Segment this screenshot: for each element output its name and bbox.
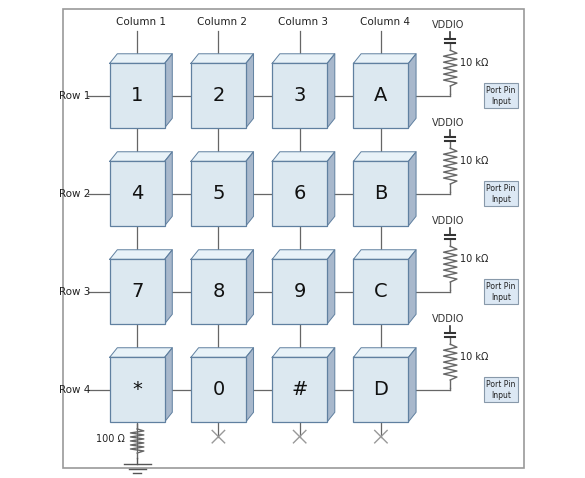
Text: 10 kΩ: 10 kΩ (460, 352, 488, 362)
FancyBboxPatch shape (191, 64, 246, 128)
Polygon shape (272, 54, 335, 64)
FancyBboxPatch shape (484, 279, 518, 304)
Polygon shape (109, 54, 173, 64)
Text: Column 2: Column 2 (197, 17, 247, 26)
Polygon shape (408, 348, 416, 422)
Text: C: C (374, 282, 388, 301)
FancyBboxPatch shape (272, 162, 327, 226)
Polygon shape (164, 250, 173, 324)
Polygon shape (327, 348, 335, 422)
Text: D: D (373, 380, 388, 399)
FancyBboxPatch shape (272, 259, 327, 324)
FancyBboxPatch shape (484, 83, 518, 108)
Text: 8: 8 (212, 282, 225, 301)
Text: Port Pin
Input: Port Pin Input (486, 380, 515, 400)
Polygon shape (353, 250, 416, 259)
Text: 6: 6 (294, 184, 306, 203)
Text: Row 1: Row 1 (59, 91, 91, 100)
Text: Row 4: Row 4 (59, 385, 91, 394)
Text: 3: 3 (294, 86, 306, 105)
Polygon shape (246, 250, 253, 324)
Text: 100 Ω: 100 Ω (97, 434, 125, 444)
Text: Column 3: Column 3 (278, 17, 329, 26)
Polygon shape (327, 54, 335, 128)
Polygon shape (191, 250, 253, 259)
FancyBboxPatch shape (191, 259, 246, 324)
Polygon shape (408, 250, 416, 324)
Text: Column 4: Column 4 (360, 17, 409, 26)
FancyBboxPatch shape (353, 259, 408, 324)
Polygon shape (191, 54, 253, 64)
FancyBboxPatch shape (484, 377, 518, 402)
Text: 1: 1 (131, 86, 143, 105)
Text: Port Pin
Input: Port Pin Input (486, 184, 515, 204)
Polygon shape (246, 348, 253, 422)
Text: VDDIO: VDDIO (432, 314, 464, 324)
Text: *: * (132, 380, 142, 399)
Text: B: B (374, 184, 388, 203)
Polygon shape (408, 54, 416, 128)
FancyBboxPatch shape (272, 358, 327, 422)
Polygon shape (164, 54, 173, 128)
Polygon shape (246, 152, 253, 226)
Text: A: A (374, 86, 388, 105)
Text: 5: 5 (212, 184, 225, 203)
Polygon shape (272, 152, 335, 162)
Text: 10 kΩ: 10 kΩ (460, 254, 488, 264)
Polygon shape (109, 250, 173, 259)
Polygon shape (327, 250, 335, 324)
Text: Port Pin
Input: Port Pin Input (486, 86, 515, 106)
Text: #: # (291, 380, 308, 399)
Polygon shape (246, 54, 253, 128)
Polygon shape (191, 152, 253, 162)
FancyBboxPatch shape (353, 162, 408, 226)
Text: 0: 0 (212, 380, 225, 399)
Polygon shape (164, 348, 173, 422)
Polygon shape (109, 348, 173, 358)
Text: 4: 4 (131, 184, 143, 203)
Text: 9: 9 (294, 282, 306, 301)
FancyBboxPatch shape (353, 64, 408, 128)
FancyBboxPatch shape (109, 64, 164, 128)
FancyBboxPatch shape (191, 162, 246, 226)
FancyBboxPatch shape (109, 358, 164, 422)
Text: VDDIO: VDDIO (432, 216, 464, 226)
FancyBboxPatch shape (191, 358, 246, 422)
Text: Row 3: Row 3 (59, 287, 91, 296)
Text: Row 2: Row 2 (59, 189, 91, 198)
Text: 10 kΩ: 10 kΩ (460, 156, 488, 166)
Polygon shape (327, 152, 335, 226)
Polygon shape (353, 348, 416, 358)
Polygon shape (272, 250, 335, 259)
FancyBboxPatch shape (353, 358, 408, 422)
Polygon shape (353, 54, 416, 64)
Polygon shape (191, 348, 253, 358)
Text: 2: 2 (212, 86, 225, 105)
Text: Port Pin
Input: Port Pin Input (486, 282, 515, 302)
Text: 10 kΩ: 10 kΩ (460, 58, 488, 68)
Polygon shape (408, 152, 416, 226)
Text: VDDIO: VDDIO (432, 118, 464, 128)
Polygon shape (272, 348, 335, 358)
Text: 7: 7 (131, 282, 143, 301)
Text: Column 1: Column 1 (116, 17, 166, 26)
FancyBboxPatch shape (109, 259, 164, 324)
FancyBboxPatch shape (484, 181, 518, 206)
FancyBboxPatch shape (109, 162, 164, 226)
Text: VDDIO: VDDIO (432, 20, 464, 30)
FancyBboxPatch shape (272, 64, 327, 128)
Polygon shape (353, 152, 416, 162)
Polygon shape (109, 152, 173, 162)
Polygon shape (164, 152, 173, 226)
